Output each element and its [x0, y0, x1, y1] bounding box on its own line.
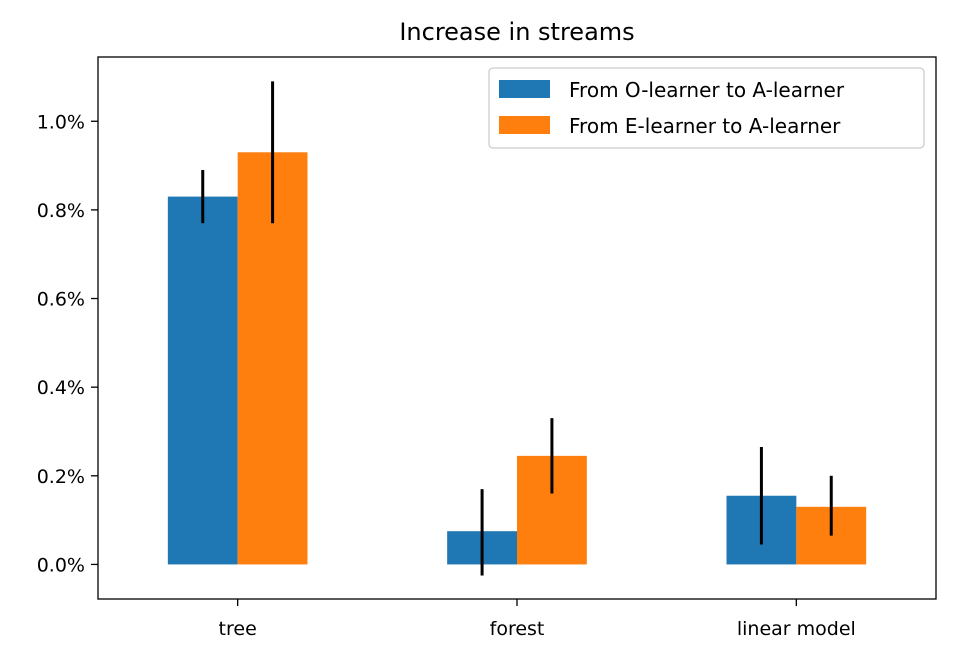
- y-tick-label: 1.0%: [37, 111, 85, 133]
- x-tick-label-tree: tree: [219, 618, 257, 640]
- x-tick-label-forest: forest: [490, 618, 545, 640]
- x-tick-label-linear-model: linear model: [737, 618, 856, 640]
- axis-ticks: 0.0% 0.2% 0.4% 0.6% 0.8% 1.0% tree forest linear…: [37, 111, 856, 640]
- legend-swatch-o-learner: [499, 80, 550, 98]
- legend: From O-learner to A-learner From E-learn…: [488, 67, 925, 149]
- y-tick-label: 0.8%: [37, 200, 85, 222]
- legend-label-e-learner: From E-learner to A-learner: [569, 114, 841, 138]
- y-tick-label: 0.6%: [37, 289, 85, 311]
- legend-swatch-e-learner: [499, 116, 550, 134]
- plot-area: [167, 81, 867, 576]
- legend-box: [488, 67, 925, 149]
- y-tick-label: 0.4%: [37, 377, 85, 399]
- bar-tree-series-0: [167, 196, 238, 565]
- legend-label-o-learner: From O-learner to A-learner: [569, 78, 845, 102]
- y-tick-label: 0.0%: [37, 554, 85, 576]
- chart-title: Increase in streams: [399, 18, 634, 46]
- y-tick-label: 0.2%: [37, 466, 85, 488]
